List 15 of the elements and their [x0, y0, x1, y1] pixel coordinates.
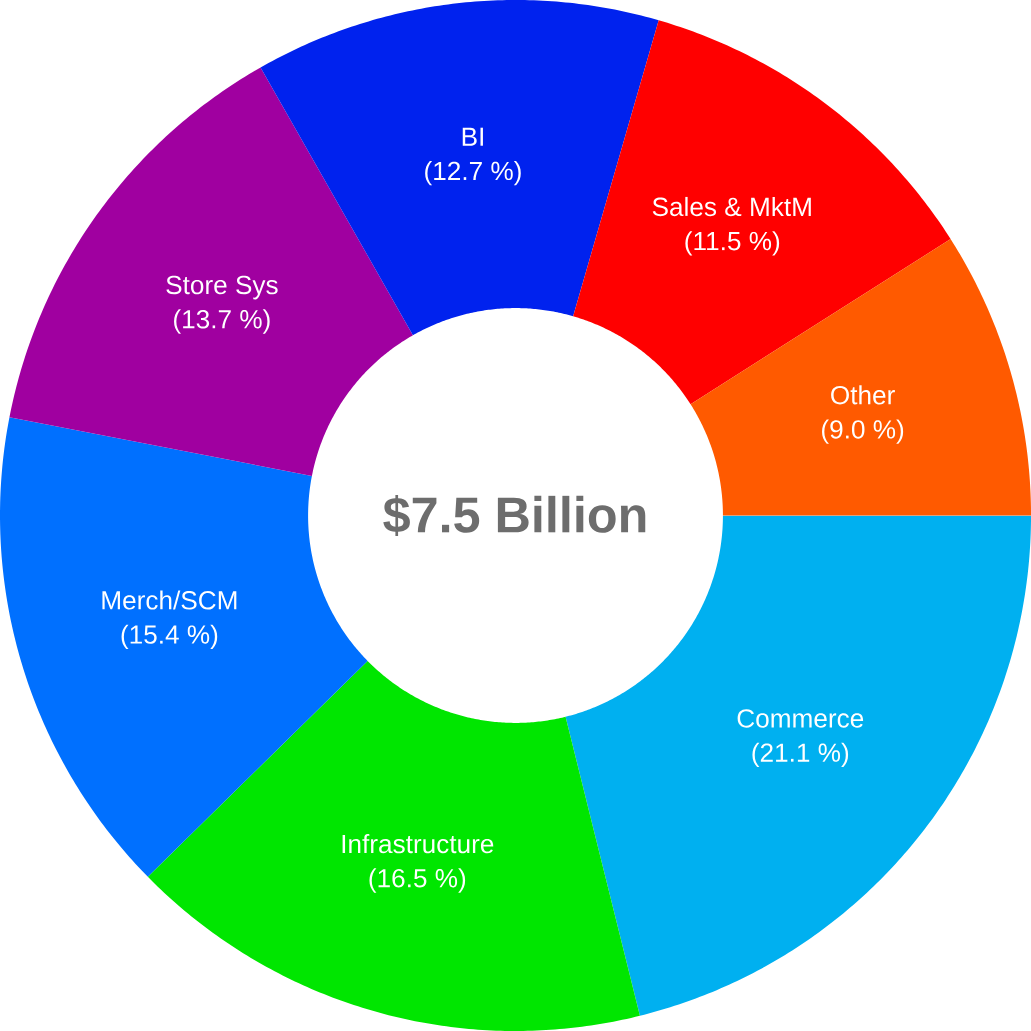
slice-label: Commerce [737, 709, 864, 728]
data-label: (13.7 %) [174, 309, 270, 334]
text: $7.5 Billion [383, 494, 646, 537]
slice-label: Sales & MktM [652, 196, 811, 217]
data-label: (16.5 %) [369, 868, 466, 893]
data-label: (15.4 %) [121, 624, 218, 650]
slice-label: Store Sys [166, 275, 278, 300]
data-label: (12.7 %) [425, 160, 521, 186]
slice-label: BI [462, 127, 483, 146]
slice-label: Infrastructure [342, 834, 494, 854]
data-label: (21.1 %) [752, 742, 849, 768]
slice-label: Merch/SCM [102, 590, 237, 610]
data-label: (11.5 %) [685, 231, 780, 256]
slice-label: Other [831, 385, 895, 405]
data-label: (9.0 %) [822, 419, 904, 444]
